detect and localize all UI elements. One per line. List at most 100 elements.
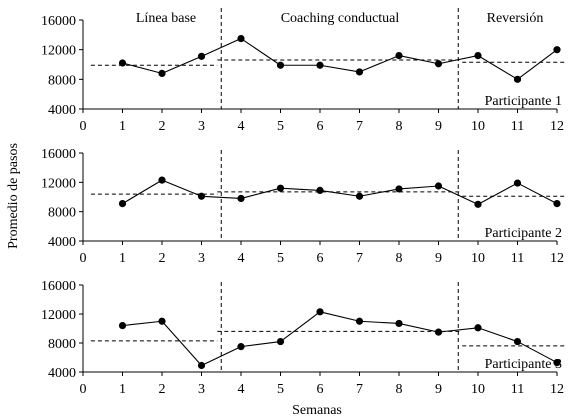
series-line-segment <box>517 182 558 205</box>
data-point <box>237 34 245 43</box>
series-line-segment <box>398 185 439 190</box>
series-line-segment <box>438 185 479 205</box>
x-tick-label: 0 <box>80 382 87 397</box>
series-line-segment <box>319 64 360 73</box>
series-line-segment <box>359 55 400 73</box>
data-point <box>316 186 324 194</box>
data-point <box>355 192 364 200</box>
data-point <box>276 61 285 69</box>
y-tick-label: 4000 <box>48 235 76 250</box>
x-tick-label: 5 <box>277 251 284 266</box>
phase-label: Coaching conductual <box>281 11 400 26</box>
x-tick-label: 9 <box>435 251 442 266</box>
x-tick-label: 8 <box>396 251 403 266</box>
series-line-segment <box>477 55 518 80</box>
y-tick-label: 8000 <box>48 73 76 88</box>
x-tick-label: 10 <box>471 382 485 397</box>
series-line-segment <box>201 38 242 57</box>
x-tick-label: 4 <box>238 251 245 266</box>
x-tick-label: 3 <box>198 119 205 134</box>
data-point <box>434 60 443 68</box>
x-tick-label: 4 <box>238 382 245 397</box>
x-tick-label: 1 <box>119 382 126 397</box>
x-tick-label: 7 <box>356 382 363 397</box>
data-point <box>474 52 482 60</box>
series-line-segment <box>319 189 360 197</box>
data-point <box>316 61 324 69</box>
data-point <box>355 68 364 76</box>
series-line-segment <box>122 179 163 205</box>
x-tick-label: 8 <box>396 119 403 134</box>
x-tick-label: 0 <box>80 251 87 266</box>
data-point <box>118 322 127 330</box>
x-tick-label: 6 <box>317 382 324 397</box>
participant-label: Participante 3 <box>485 357 562 372</box>
x-tick-label: 6 <box>317 119 324 134</box>
data-point <box>197 52 206 60</box>
participant-label: Participante 1 <box>485 94 562 109</box>
y-tick-label: 12000 <box>41 44 76 59</box>
x-tick-label: 1 <box>119 119 126 134</box>
x-tick-label: 8 <box>396 382 403 397</box>
y-tick-label: 8000 <box>48 206 76 221</box>
y-tick-label: 16000 <box>41 14 76 29</box>
x-tick-label: 12 <box>550 251 564 266</box>
series-line-segment <box>438 327 479 333</box>
data-point <box>553 358 561 367</box>
data-point <box>395 185 403 193</box>
x-tick-label: 9 <box>435 382 442 397</box>
data-point <box>237 194 245 203</box>
x-tick-label: 2 <box>159 251 166 266</box>
series-line-segment <box>161 55 202 74</box>
x-tick-label: 2 <box>159 382 166 397</box>
data-point <box>316 308 324 316</box>
x-tick-label: 7 <box>356 119 363 134</box>
data-point <box>237 343 245 351</box>
data-point <box>355 317 364 325</box>
data-point <box>513 179 522 187</box>
data-point <box>474 200 482 208</box>
x-tick-label: 1 <box>119 251 126 266</box>
data-point <box>158 317 166 325</box>
data-point <box>553 46 561 54</box>
y-tick-label: 12000 <box>41 176 76 191</box>
series-line-segment <box>359 188 400 197</box>
x-tick-label: 11 <box>511 119 524 134</box>
phase-label: Línea base <box>136 11 196 26</box>
x-tick-label: 11 <box>511 251 524 266</box>
data-point <box>276 184 285 192</box>
series-line-segment <box>161 320 202 366</box>
data-point <box>276 337 285 346</box>
data-point <box>395 52 403 60</box>
data-point <box>434 182 443 190</box>
x-tick-label: 10 <box>471 119 485 134</box>
data-point <box>197 361 206 370</box>
x-tick-label: 11 <box>511 382 524 397</box>
x-tick-label: 5 <box>277 119 284 134</box>
x-tick-label: 5 <box>277 382 284 397</box>
series-line-segment <box>240 187 281 199</box>
series-line-segment <box>517 49 558 80</box>
series-line-segment <box>280 311 321 342</box>
x-tick-label: 2 <box>159 119 166 134</box>
y-tick-label: 12000 <box>41 308 76 323</box>
series-line-segment <box>122 62 163 74</box>
series-line-segment <box>319 311 360 322</box>
series-line-segment <box>201 346 242 366</box>
data-point <box>474 324 482 332</box>
x-tick-label: 3 <box>198 251 205 266</box>
data-point <box>158 176 166 184</box>
series-line-segment <box>122 320 163 327</box>
data-point <box>118 59 127 67</box>
x-tick-label: 4 <box>238 119 245 134</box>
phase-label: Reversión <box>487 11 544 26</box>
data-point <box>158 69 166 77</box>
x-tick-label: 10 <box>471 251 485 266</box>
series-line-segment <box>280 187 321 191</box>
data-point <box>395 319 403 328</box>
series-line-segment <box>517 341 558 364</box>
series-line-segment <box>398 55 439 65</box>
x-tick-label: 9 <box>435 119 442 134</box>
